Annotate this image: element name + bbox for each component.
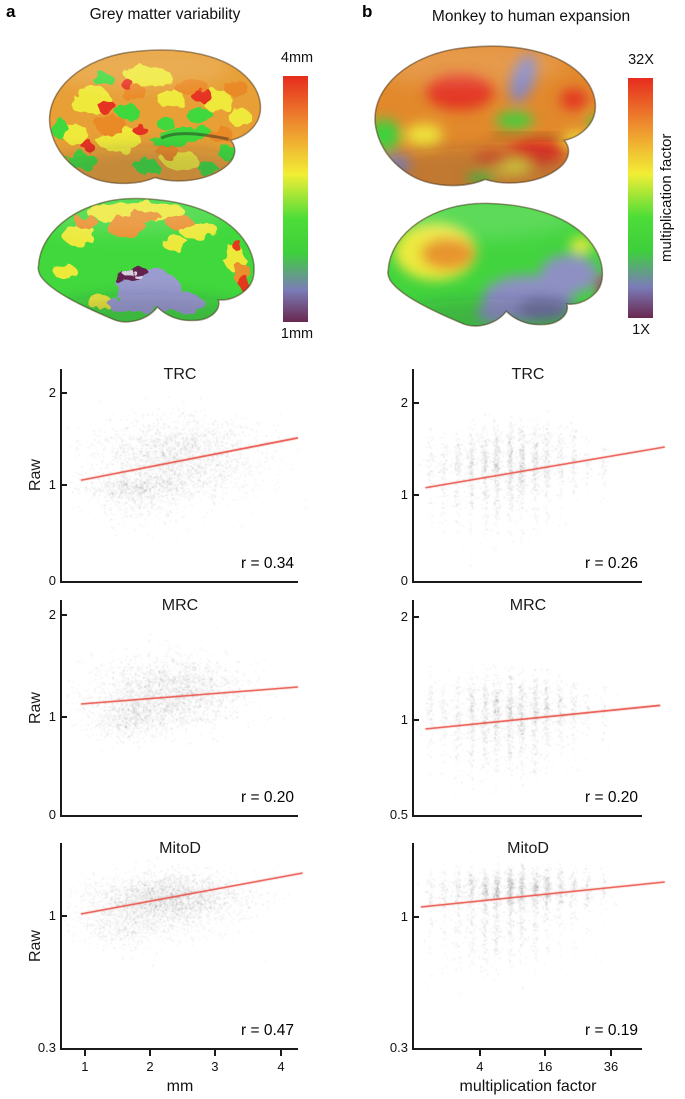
x-tick-label: 4 (476, 1059, 484, 1074)
x-tick-mark (83, 1050, 86, 1056)
y-tick-mark (414, 493, 419, 496)
brain-map-a-medial (37, 197, 255, 323)
y-tick-label: 1 (48, 907, 56, 923)
y-tick-label: 0.5 (389, 807, 408, 822)
y-tick-mark (62, 391, 67, 394)
x-tick-label: 4 (277, 1059, 285, 1074)
scatter-plot-mrc-a: MRC Raw r = 0.20 2 1 0 (27, 597, 348, 822)
y-tick-label: 1 (400, 486, 408, 502)
x-tick-label: 3 (211, 1059, 219, 1074)
scatter-points-canvas (414, 600, 685, 815)
y-tick-mark (62, 716, 67, 719)
brain-map-b-medial (387, 202, 604, 327)
scatter-points-canvas (62, 843, 348, 1048)
x-tick-label: 36 (603, 1059, 619, 1074)
x-tick-mark (544, 1050, 547, 1056)
y-axis-label: Raw (27, 929, 44, 962)
y-tick-mark (414, 401, 419, 404)
y-tick-label: 0.3 (389, 1040, 408, 1055)
scatter-plot-trc-a: TRC Raw r = 0.34 2 1 0 (27, 366, 348, 588)
x-tick-mark (280, 1050, 282, 1056)
scatter-plot-mitod-b: MitoD r = 0.19 multiplication factor 1 0.… (390, 840, 685, 1095)
x-tick-mark (478, 1050, 481, 1056)
correlation-label: r = 0.20 (241, 789, 294, 806)
x-tick-mark (149, 1050, 152, 1056)
colorbar-a-top-label: 4mm (280, 50, 314, 66)
panel-label-b: b (362, 2, 373, 21)
x-tick-label: 16 (537, 1059, 553, 1074)
correlation-label: r = 0.19 (585, 1022, 638, 1039)
plot-title: TRC (163, 366, 197, 383)
colorbar-b-axis-label: multiplication factor (658, 133, 675, 263)
brain-map-b-lateral (374, 45, 597, 187)
y-tick-label: 2 (48, 384, 56, 400)
correlation-label: r = 0.20 (585, 789, 638, 806)
plot-title: MitoD (507, 840, 549, 857)
correlation-label: r = 0.34 (241, 555, 294, 572)
y-tick-mark (62, 914, 67, 917)
y-tick-label: 1 (48, 476, 56, 492)
y-tick-label: 0 (48, 573, 56, 588)
brain-map-a-lateral (48, 49, 262, 185)
scatter-plot-mitod-a: MitoD Raw r = 0.47 mm 1 0.3 1 2 3 4 (27, 840, 348, 1095)
plot-title: TRC (511, 366, 545, 383)
y-axis-label: Raw (27, 691, 44, 724)
x-tick-label: 2 (146, 1059, 154, 1074)
y-tick-label: 0.3 (37, 1040, 56, 1055)
plot-title: MitoD (159, 840, 201, 857)
colorbar-b-top-label: 32X (628, 52, 654, 68)
y-tick-mark (414, 718, 419, 721)
colorbar-b-bottom-label: 1X (632, 322, 650, 338)
plot-title: MRC (509, 597, 547, 614)
x-axis-label: mm (166, 1078, 194, 1095)
y-tick-mark (62, 483, 67, 486)
correlation-label: r = 0.47 (241, 1022, 294, 1039)
panel-a-title: Grey matter variability (89, 6, 241, 23)
y-tick-label: 2 (48, 607, 56, 623)
y-tick-label: 1 (400, 908, 408, 924)
colorbar-b (628, 78, 653, 318)
correlation-label: r = 0.26 (585, 555, 638, 572)
y-tick-label: 2 (400, 394, 408, 410)
colorbar-a-bottom-label: 1mm (280, 326, 314, 342)
y-tick-mark (62, 614, 67, 617)
plot-title: MRC (161, 597, 199, 614)
scatter-points-canvas (414, 843, 685, 1048)
scatter-points-canvas (62, 600, 348, 815)
x-tick-label: 1 (81, 1059, 89, 1074)
y-tick-label: 1 (400, 711, 408, 727)
y-tick-label: 0 (48, 807, 56, 822)
y-tick-label: 0 (400, 573, 408, 588)
x-axis-label: multiplication factor (459, 1078, 597, 1095)
colorbar-a (283, 76, 308, 322)
panel-label-a: a (6, 2, 16, 21)
scatter-plot-trc-b: TRC r = 0.26 2 1 0 (401, 366, 685, 588)
y-tick-mark (414, 616, 419, 619)
y-tick-label: 2 (400, 609, 408, 625)
x-tick-mark (609, 1050, 612, 1056)
y-tick-label: 1 (48, 709, 56, 725)
scatter-points-canvas (62, 369, 348, 581)
panel-b-title: Monkey to human expansion (431, 8, 631, 25)
y-tick-mark (414, 915, 419, 918)
scatter-plot-mrc-b: MRC r = 0.20 2 1 0.5 (390, 597, 685, 822)
x-tick-mark (213, 1050, 216, 1056)
y-axis-label: Raw (27, 459, 44, 492)
scatter-points-canvas (414, 369, 685, 581)
